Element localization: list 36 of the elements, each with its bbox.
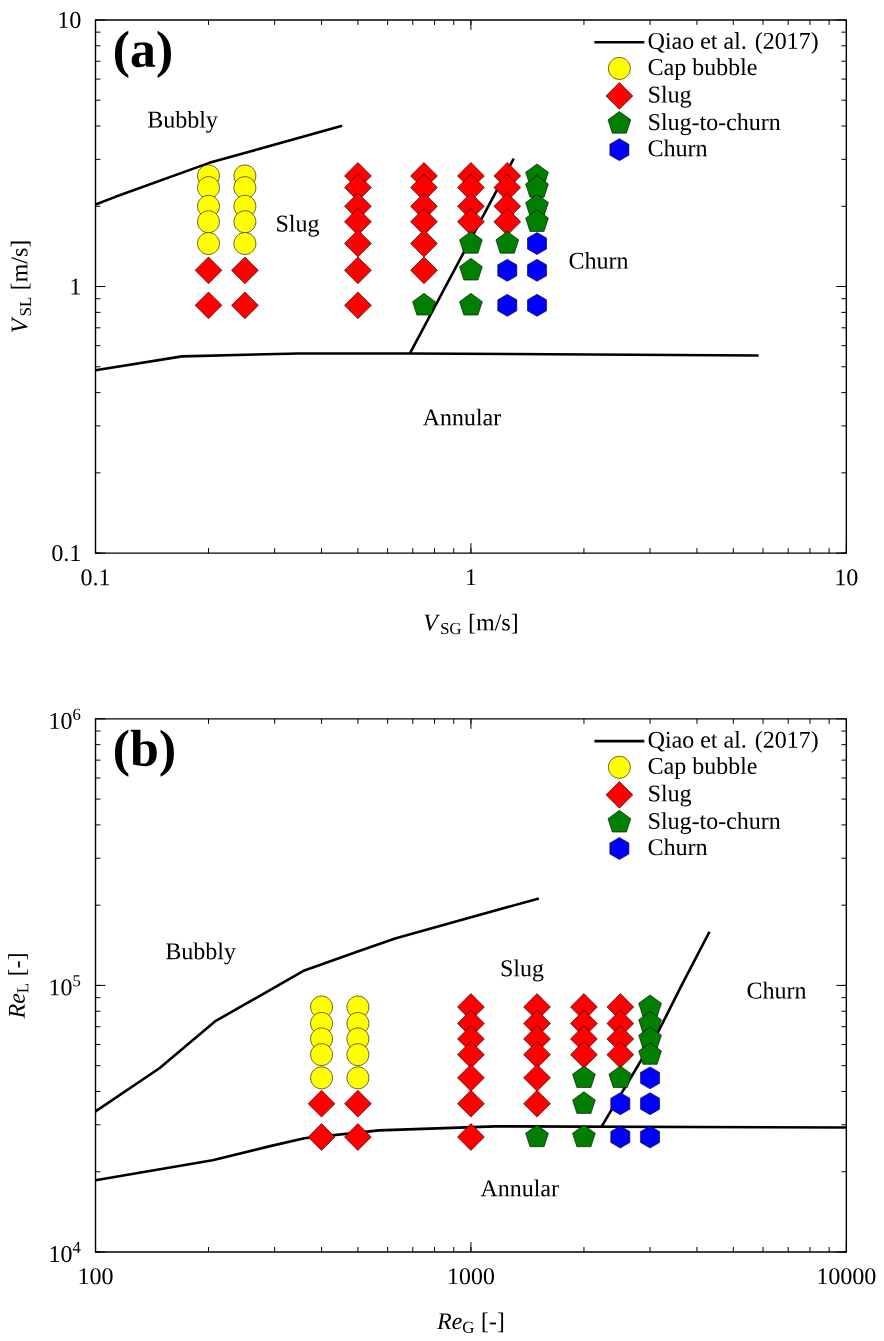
y-tick-label: 10$^{4}$ bbox=[50, 1241, 81, 1263]
legend-label: Qiao et al. (2017) bbox=[648, 731, 818, 753]
chart-title: (a) bbox=[114, 30, 171, 78]
legend-label: Churn bbox=[648, 139, 708, 157]
y-axis-title: Re$_{L}$ [-] bbox=[7, 954, 29, 1019]
annotation: Churn bbox=[747, 981, 806, 999]
x-axis-title: Re$_{G}$ [-] bbox=[436, 1312, 503, 1333]
legend-label: Cap bubble bbox=[648, 757, 757, 779]
annotation: Bubbly bbox=[147, 110, 218, 133]
x-tick-label: 10000 bbox=[818, 1268, 876, 1285]
y-tick-label: 0.1 bbox=[52, 544, 80, 562]
annotation: Annular bbox=[480, 1179, 559, 1197]
x-tick-label: 0.1 bbox=[81, 569, 109, 586]
legend-label: Cap bubble bbox=[648, 58, 757, 81]
legend-label: Slug-to-churn bbox=[649, 812, 781, 835]
chart-title: (b) bbox=[114, 729, 174, 777]
y-tick-label: 1 bbox=[71, 278, 80, 295]
y-axis-title: V$_{SL}$ [m/s] bbox=[10, 241, 32, 333]
legend-label: Qiao et al. (2017) bbox=[648, 32, 818, 54]
annotation: Slug bbox=[501, 959, 544, 982]
legend-label: Slug bbox=[649, 784, 692, 807]
x-tick-label: 100 bbox=[79, 1268, 113, 1285]
y-tick-label: 10 bbox=[59, 11, 81, 29]
annotation: Slug bbox=[276, 214, 319, 237]
legend-label: Churn bbox=[648, 838, 708, 856]
legend-label: Slug-to-churn bbox=[649, 113, 781, 136]
annotation: Churn bbox=[569, 251, 629, 269]
x-axis-title: V$_{SG}$ [m/s] bbox=[424, 613, 517, 635]
y-tick-label: 10$^{6}$ bbox=[50, 708, 81, 729]
annotation: Bubbly bbox=[165, 942, 236, 965]
annotation: Annular bbox=[422, 408, 501, 426]
x-tick-label: 10 bbox=[836, 569, 858, 586]
y-tick-label: 10$^{5}$ bbox=[50, 975, 81, 996]
legend-label: Slug bbox=[649, 85, 691, 108]
x-tick-label: 1000 bbox=[448, 1268, 494, 1285]
x-tick-label: 1 bbox=[466, 569, 476, 586]
